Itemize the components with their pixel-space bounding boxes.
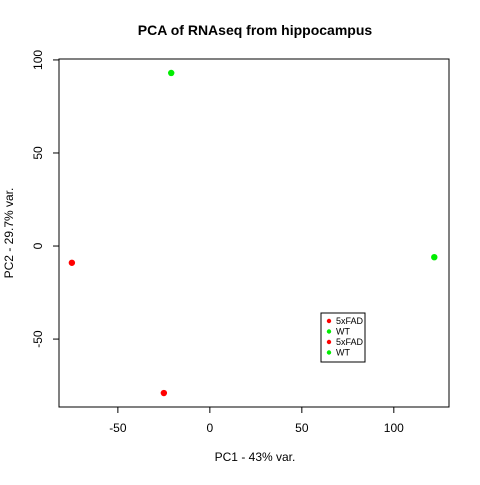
- legend-label: WT: [336, 327, 350, 337]
- y-tick-label: 100: [31, 50, 45, 70]
- data-point-wt: [431, 253, 438, 261]
- data-point-5xfad: [68, 259, 76, 266]
- y-axis-label: PC2 - 29.7% var.: [2, 188, 16, 279]
- x-tick-label: 50: [295, 421, 309, 435]
- legend-marker: [326, 350, 332, 355]
- legend-label: 5xFAD: [336, 337, 364, 347]
- plot-area-border: [58, 58, 450, 408]
- x-tick-label: -50: [109, 421, 127, 435]
- legend-label: 5xFAD: [336, 316, 364, 326]
- legend-marker: [326, 329, 332, 334]
- x-tick-label: 0: [207, 421, 214, 435]
- legend-marker: [326, 318, 332, 324]
- legend-marker: [326, 339, 332, 345]
- y-tick-label: -50: [31, 330, 45, 348]
- x-tick-label: 100: [384, 421, 404, 435]
- y-axis: -50 0 50 100: [31, 50, 59, 348]
- legend-label: WT: [336, 348, 350, 358]
- data-point-wt: [168, 69, 175, 77]
- data-point-5xfad: [160, 389, 168, 397]
- chart-title: PCA of RNAseq from hippocampus: [138, 22, 373, 38]
- y-tick-label: 50: [31, 146, 45, 160]
- y-tick-label: 0: [31, 242, 45, 249]
- x-axis: -50 0 50 100: [109, 407, 404, 435]
- x-axis-label: PC1 - 43% var.: [215, 450, 296, 464]
- data-points: [68, 69, 438, 397]
